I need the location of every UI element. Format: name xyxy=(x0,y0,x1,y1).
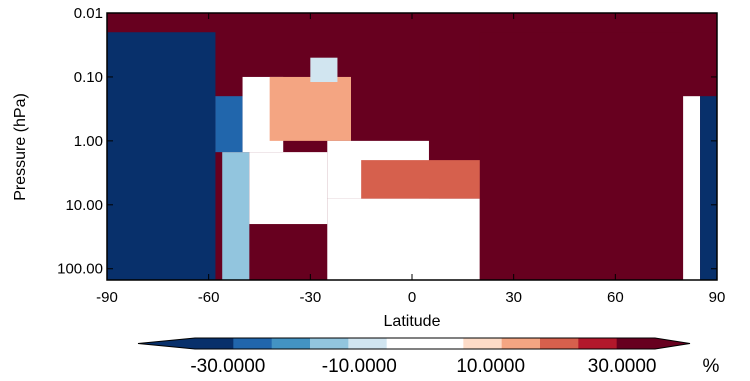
y-tick-label: 0.10 xyxy=(74,69,103,86)
heatmap-region xyxy=(222,152,250,280)
colorbar-segment xyxy=(233,338,273,349)
heatmap-region xyxy=(683,96,701,280)
y-tick-label: 0.01 xyxy=(74,5,103,22)
x-tick-label: -90 xyxy=(96,289,118,306)
y-tick-label: 1.00 xyxy=(74,133,103,150)
x-tick-label: 30 xyxy=(505,289,522,306)
y-tick-label: 100.00 xyxy=(57,261,103,278)
heatmap-region xyxy=(215,96,243,153)
colorbar-outline xyxy=(137,337,691,350)
x-tick-label: 90 xyxy=(709,289,726,306)
heatmap-region xyxy=(107,32,216,280)
x-tick-label: 0 xyxy=(408,289,416,306)
plot-area xyxy=(107,13,717,280)
colorbar-segment xyxy=(578,338,618,349)
heatmap-region xyxy=(327,198,480,280)
colorbar-label: -30.0000 xyxy=(190,356,265,377)
heatmap-region xyxy=(310,57,338,82)
colorbar-segment xyxy=(386,338,426,349)
heatmap-region xyxy=(269,76,351,141)
colorbar-min-arrow xyxy=(138,338,195,349)
x-axis: -90 -60 -30 0 30 60 90 xyxy=(96,13,725,306)
colorbar-max-arrow xyxy=(655,338,690,349)
colorbar-label: 10.0000 xyxy=(456,356,525,377)
x-axis-title: Latitude xyxy=(384,313,441,330)
colorbar-segment xyxy=(271,338,311,349)
colorbar-unit: % xyxy=(703,356,720,377)
heatmap-region xyxy=(249,152,328,225)
heatmap-region xyxy=(479,32,684,280)
colorbar-label: -10.0000 xyxy=(322,356,397,377)
colorbar-segment xyxy=(616,338,656,349)
x-tick-label: -60 xyxy=(198,289,220,306)
colorbar-label: 30.0000 xyxy=(588,356,657,377)
x-tick-label: -30 xyxy=(299,289,321,306)
y-tick-label: 10.00 xyxy=(65,197,103,214)
colorbar-segment xyxy=(501,338,541,349)
colorbar-segment xyxy=(463,338,503,349)
colorbar-segment xyxy=(195,338,234,349)
x-tick-label: 60 xyxy=(607,289,624,306)
heatmap-region xyxy=(700,96,717,280)
y-axis: 0.01 0.10 1.00 10.00 100.00 xyxy=(57,5,717,278)
y-axis-title: Pressure (hPa) xyxy=(12,93,29,201)
colorbar-segment xyxy=(540,338,579,349)
colorbar-segment xyxy=(348,338,388,349)
colorbar-segment xyxy=(425,338,464,349)
colorbar: -30.0000 -10.0000 10.0000 30.0000 xyxy=(137,337,691,377)
heatmap-region xyxy=(361,160,497,199)
colorbar-segment xyxy=(310,338,349,349)
